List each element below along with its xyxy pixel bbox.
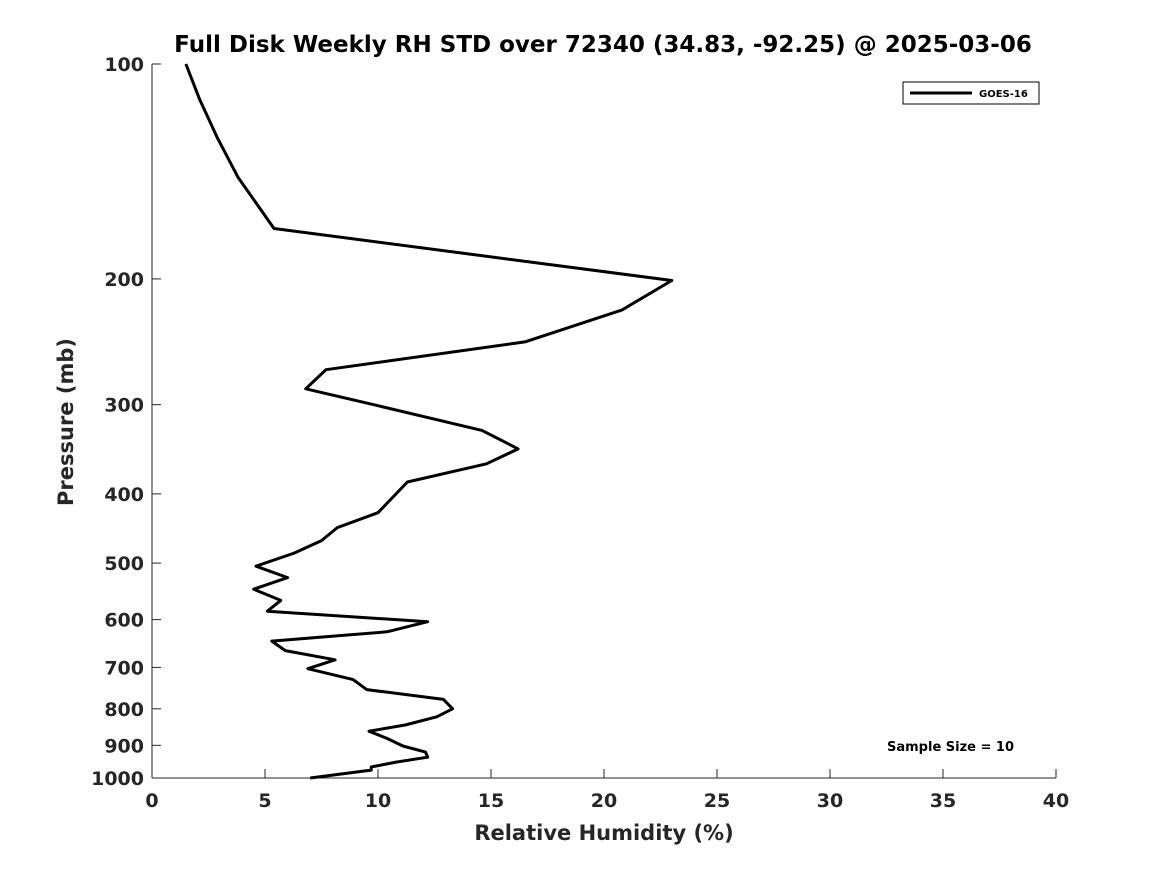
- legend: GOES-16: [902, 81, 1040, 105]
- y-tick-label: 100: [104, 54, 144, 76]
- x-tick-label: 35: [930, 790, 956, 812]
- x-tick-label: 30: [817, 790, 843, 812]
- y-tick-label: 400: [104, 484, 144, 506]
- y-axis-ticks: 100 200 300 400 500 600 700 800 900 1000: [91, 54, 161, 790]
- sample-size-annotation: Sample Size = 10: [887, 740, 1014, 755]
- y-tick-label: 500: [104, 553, 144, 575]
- y-tick-label: 900: [104, 735, 144, 757]
- x-tick-label: 15: [478, 790, 504, 812]
- legend-label-goes-16: GOES-16: [979, 89, 1028, 100]
- x-tick-label: 25: [704, 790, 730, 812]
- x-axis-ticks: 0 5 10 15 20 25 30 35 40: [145, 769, 1069, 812]
- series-line-goes-16: [184, 63, 674, 780]
- x-tick-label: 10: [365, 790, 391, 812]
- x-tick-label: 40: [1043, 790, 1069, 812]
- chart-title: Full Disk Weekly RH STD over 72340 (34.8…: [174, 32, 1032, 58]
- y-tick-label: 1000: [91, 768, 144, 790]
- y-axis-label: Pressure (mb): [54, 338, 78, 506]
- axes: [151, 64, 1056, 779]
- y-tick-label: 800: [104, 699, 144, 721]
- y-tick-label: 700: [104, 657, 144, 679]
- y-tick-label: 200: [104, 269, 144, 291]
- x-tick-label: 20: [591, 790, 617, 812]
- x-tick-label: 0: [145, 790, 158, 812]
- y-tick-label: 600: [104, 610, 144, 632]
- y-tick-label: 300: [104, 395, 144, 417]
- x-axis-label: Relative Humidity (%): [474, 821, 733, 845]
- x-tick-label: 5: [258, 790, 271, 812]
